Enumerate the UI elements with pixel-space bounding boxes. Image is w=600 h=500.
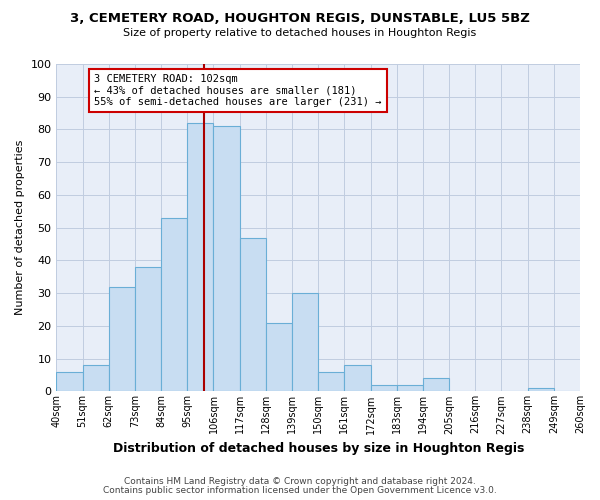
X-axis label: Distribution of detached houses by size in Houghton Regis: Distribution of detached houses by size … — [113, 442, 524, 455]
Bar — [318, 372, 344, 392]
Text: 3, CEMETERY ROAD, HOUGHTON REGIS, DUNSTABLE, LU5 5BZ: 3, CEMETERY ROAD, HOUGHTON REGIS, DUNSTA… — [70, 12, 530, 26]
Bar — [371, 385, 397, 392]
Bar — [109, 286, 135, 392]
Bar — [187, 123, 214, 392]
Text: Size of property relative to detached houses in Houghton Regis: Size of property relative to detached ho… — [124, 28, 476, 38]
Y-axis label: Number of detached properties: Number of detached properties — [15, 140, 25, 316]
Bar — [397, 385, 423, 392]
Bar — [135, 267, 161, 392]
Bar — [527, 388, 554, 392]
Text: Contains HM Land Registry data © Crown copyright and database right 2024.: Contains HM Land Registry data © Crown c… — [124, 477, 476, 486]
Bar — [423, 378, 449, 392]
Bar — [266, 322, 292, 392]
Text: 3 CEMETERY ROAD: 102sqm
← 43% of detached houses are smaller (181)
55% of semi-d: 3 CEMETERY ROAD: 102sqm ← 43% of detache… — [94, 74, 382, 107]
Bar — [292, 293, 318, 392]
Bar — [344, 365, 371, 392]
Bar — [161, 218, 187, 392]
Text: Contains public sector information licensed under the Open Government Licence v3: Contains public sector information licen… — [103, 486, 497, 495]
Bar — [239, 238, 266, 392]
Bar — [83, 365, 109, 392]
Bar — [214, 126, 239, 392]
Bar — [56, 372, 83, 392]
